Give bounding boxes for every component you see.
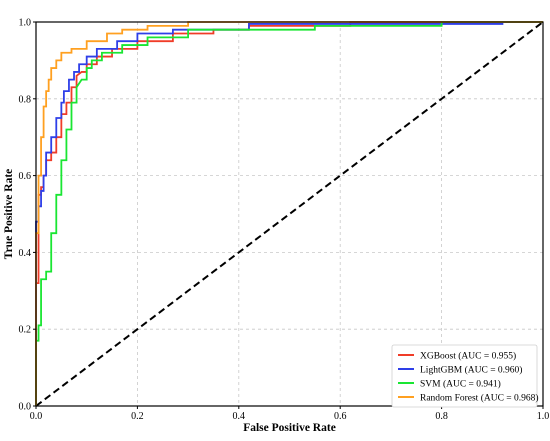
- x-tick-label: 0.8: [435, 411, 448, 422]
- y-axis-title: True Positive Rate: [3, 169, 15, 259]
- axis-ticks: 0.0 0.2 0.4 0.6 0.8 1.0 0.0 0.2 0.4 0.6 0.8 1.0: [19, 18, 550, 423]
- legend-label: SVM (AUC = 0.941): [420, 379, 501, 390]
- legend-label: LightGBM (AUC = 0.960): [420, 365, 522, 376]
- x-tick-label: 0.6: [334, 411, 347, 422]
- y-tick-label: 0.0: [19, 402, 32, 413]
- legend-box: [391, 344, 538, 408]
- diagonal-reference: [35, 21, 544, 407]
- legend-label: XGBoost (AUC = 0.955): [420, 351, 516, 362]
- roc-curve-series-4: [35, 21, 543, 406]
- diagonal-reference-line: [35, 21, 544, 407]
- roc-curve-series-3: [35, 21, 543, 406]
- x-tick-label: 0.2: [131, 411, 144, 422]
- y-tick-label: 0.6: [19, 171, 32, 182]
- x-tick-label: 0.4: [233, 411, 246, 422]
- y-tick-label: 0.2: [19, 325, 32, 336]
- roc-curve-series-2: [35, 21, 543, 406]
- grid: [36, 22, 543, 406]
- roc-curves: [35, 21, 543, 406]
- x-tick-label: 1.0: [537, 411, 550, 422]
- legend-label: Random Forest (AUC = 0.968): [420, 393, 539, 404]
- legend: XGBoost (AUC = 0.955) LightGBM (AUC = 0.9…: [391, 344, 539, 408]
- x-axis-title: False Positive Rate: [243, 422, 336, 434]
- x-tick-label: 0.0: [30, 411, 43, 422]
- y-tick-label: 0.4: [19, 248, 32, 259]
- y-tick-label: 0.8: [19, 94, 32, 105]
- y-tick-label: 1.0: [19, 18, 32, 29]
- plot-frame: [35, 21, 544, 407]
